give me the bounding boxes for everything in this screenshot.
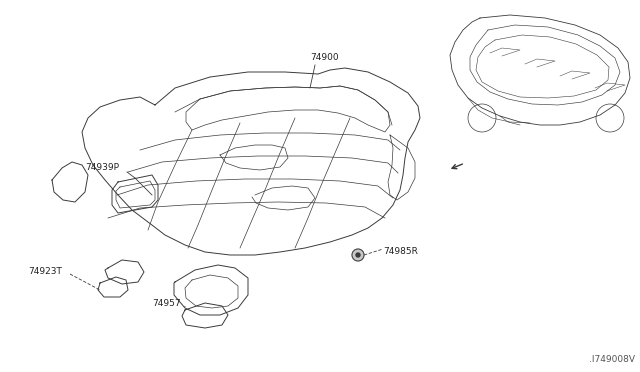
Text: 74939P: 74939P	[85, 163, 119, 172]
Text: 74985R: 74985R	[383, 247, 418, 256]
Circle shape	[352, 249, 364, 261]
Text: 74957: 74957	[152, 299, 180, 308]
Text: 74900: 74900	[310, 53, 339, 62]
Text: 74923T: 74923T	[28, 267, 62, 276]
Circle shape	[356, 253, 360, 257]
Text: .I749008V: .I749008V	[589, 355, 635, 364]
